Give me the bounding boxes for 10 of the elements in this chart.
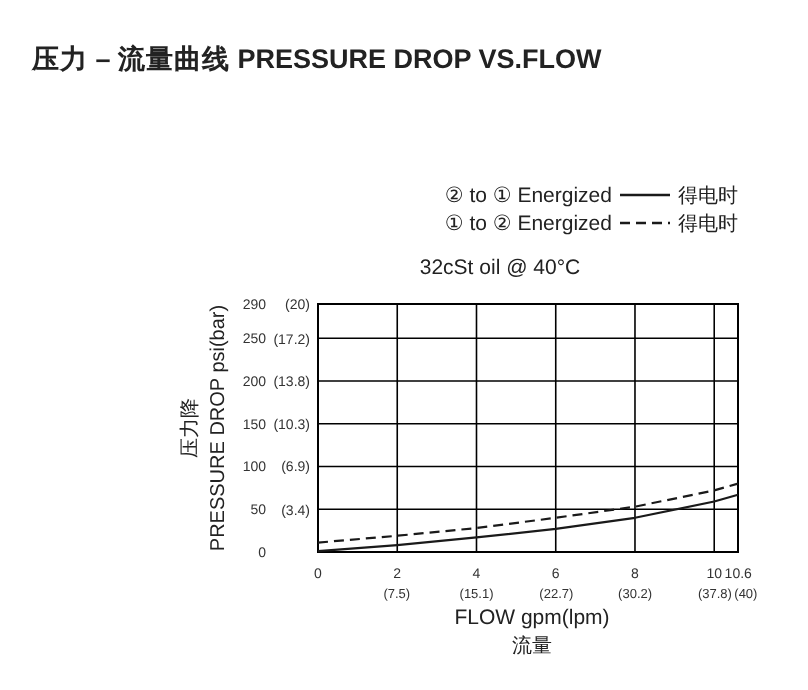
- legend-label: ② to ① Energized: [444, 184, 613, 208]
- line-series: [316, 482, 740, 544]
- chart-title: 压力 – 流量曲线 PRESSURE DROP VS.FLOW: [30, 42, 603, 74]
- text: 得电时: [678, 212, 738, 236]
- text: 32cSt oil @ 40°C: [419, 256, 582, 280]
- y-axis-title: 压力降 PRESSURE DROP psi(bar): [178, 304, 230, 552]
- text: 得电时: [678, 184, 738, 208]
- line-series: [316, 493, 740, 553]
- legend-label: ① to ② Energized: [444, 212, 613, 236]
- x-axis-title: FLOW gpm(lpm) 流量: [454, 606, 610, 658]
